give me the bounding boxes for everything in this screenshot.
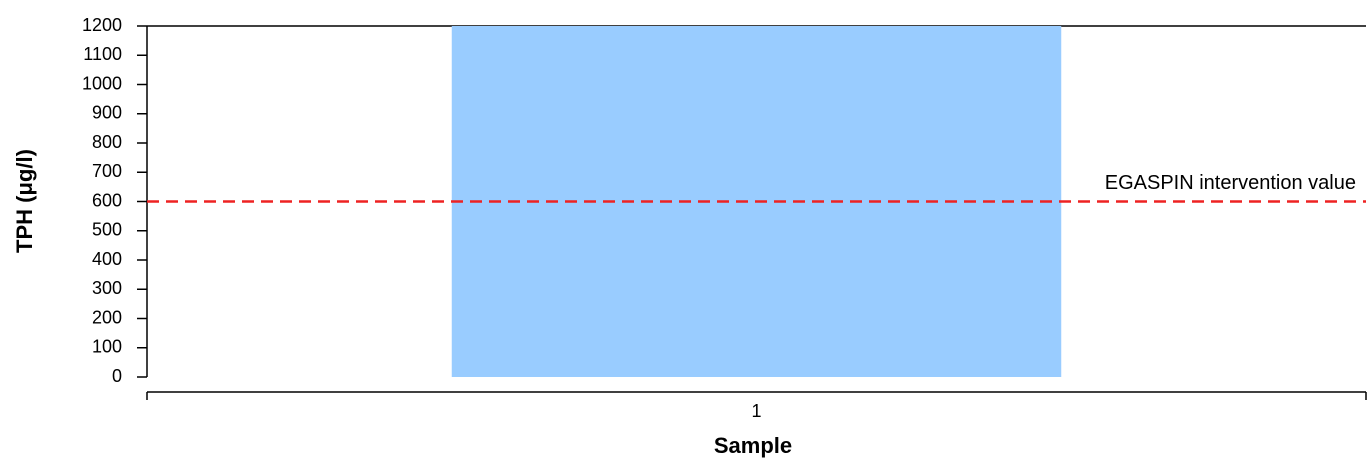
y-tick-label: 800 bbox=[92, 132, 122, 152]
y-axis-title: TPH (μg/l) bbox=[12, 149, 37, 253]
y-tick-label: 1000 bbox=[82, 73, 122, 93]
y-tick-label: 0 bbox=[112, 366, 122, 386]
y-tick-label: 1100 bbox=[83, 44, 122, 64]
x-tick-label: 1 bbox=[751, 401, 761, 421]
y-tick-label: 500 bbox=[92, 220, 122, 240]
y-tick-label: 900 bbox=[92, 103, 122, 123]
y-tick-label: 200 bbox=[92, 307, 122, 327]
y-tick-label: 300 bbox=[92, 278, 122, 298]
y-tick-label: 700 bbox=[92, 161, 122, 181]
y-tick-label: 400 bbox=[92, 249, 122, 269]
y-tick-label: 100 bbox=[92, 337, 122, 357]
y-tick-label: 600 bbox=[92, 190, 122, 210]
y-tick-label: 1200 bbox=[82, 15, 122, 35]
reference-label: EGASPIN intervention value bbox=[1105, 172, 1356, 194]
x-axis-title: Sample bbox=[714, 433, 792, 458]
